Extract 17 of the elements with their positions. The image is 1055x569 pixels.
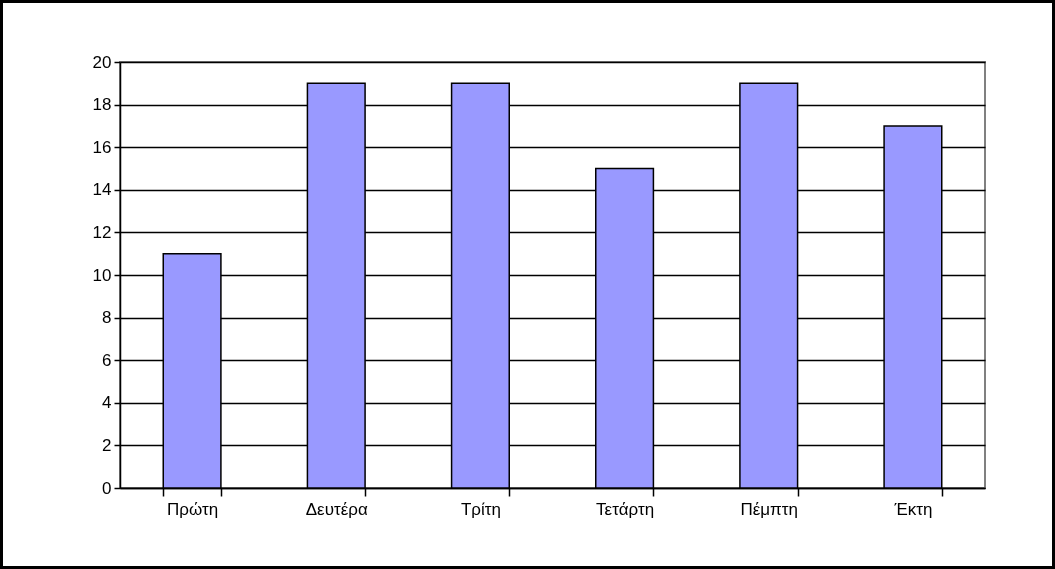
y-tick-label: 14 (92, 180, 112, 200)
y-tick-label: 18 (92, 95, 112, 115)
x-tick-label: Πέμπτη (740, 499, 799, 519)
y-tick-label: 2 (102, 435, 112, 455)
y-tick-label: 0 (102, 478, 112, 498)
y-tick-label: 6 (102, 350, 112, 370)
y-tick-label: 20 (92, 52, 112, 72)
y-tick-label: 16 (92, 137, 112, 157)
y-tick-label: 12 (92, 222, 112, 242)
x-tick-label: Τρίτη (460, 499, 501, 519)
y-tick-label: 8 (102, 308, 112, 328)
y-tick-label: 4 (102, 393, 112, 413)
x-tick-label: Πρώτη (167, 499, 219, 519)
x-tick-label: Έκτη (893, 499, 933, 519)
y-tick-label: 10 (92, 265, 112, 285)
x-tick-label: Δευτέρα (305, 499, 368, 519)
x-tick-label: Τετάρτη (596, 499, 655, 519)
